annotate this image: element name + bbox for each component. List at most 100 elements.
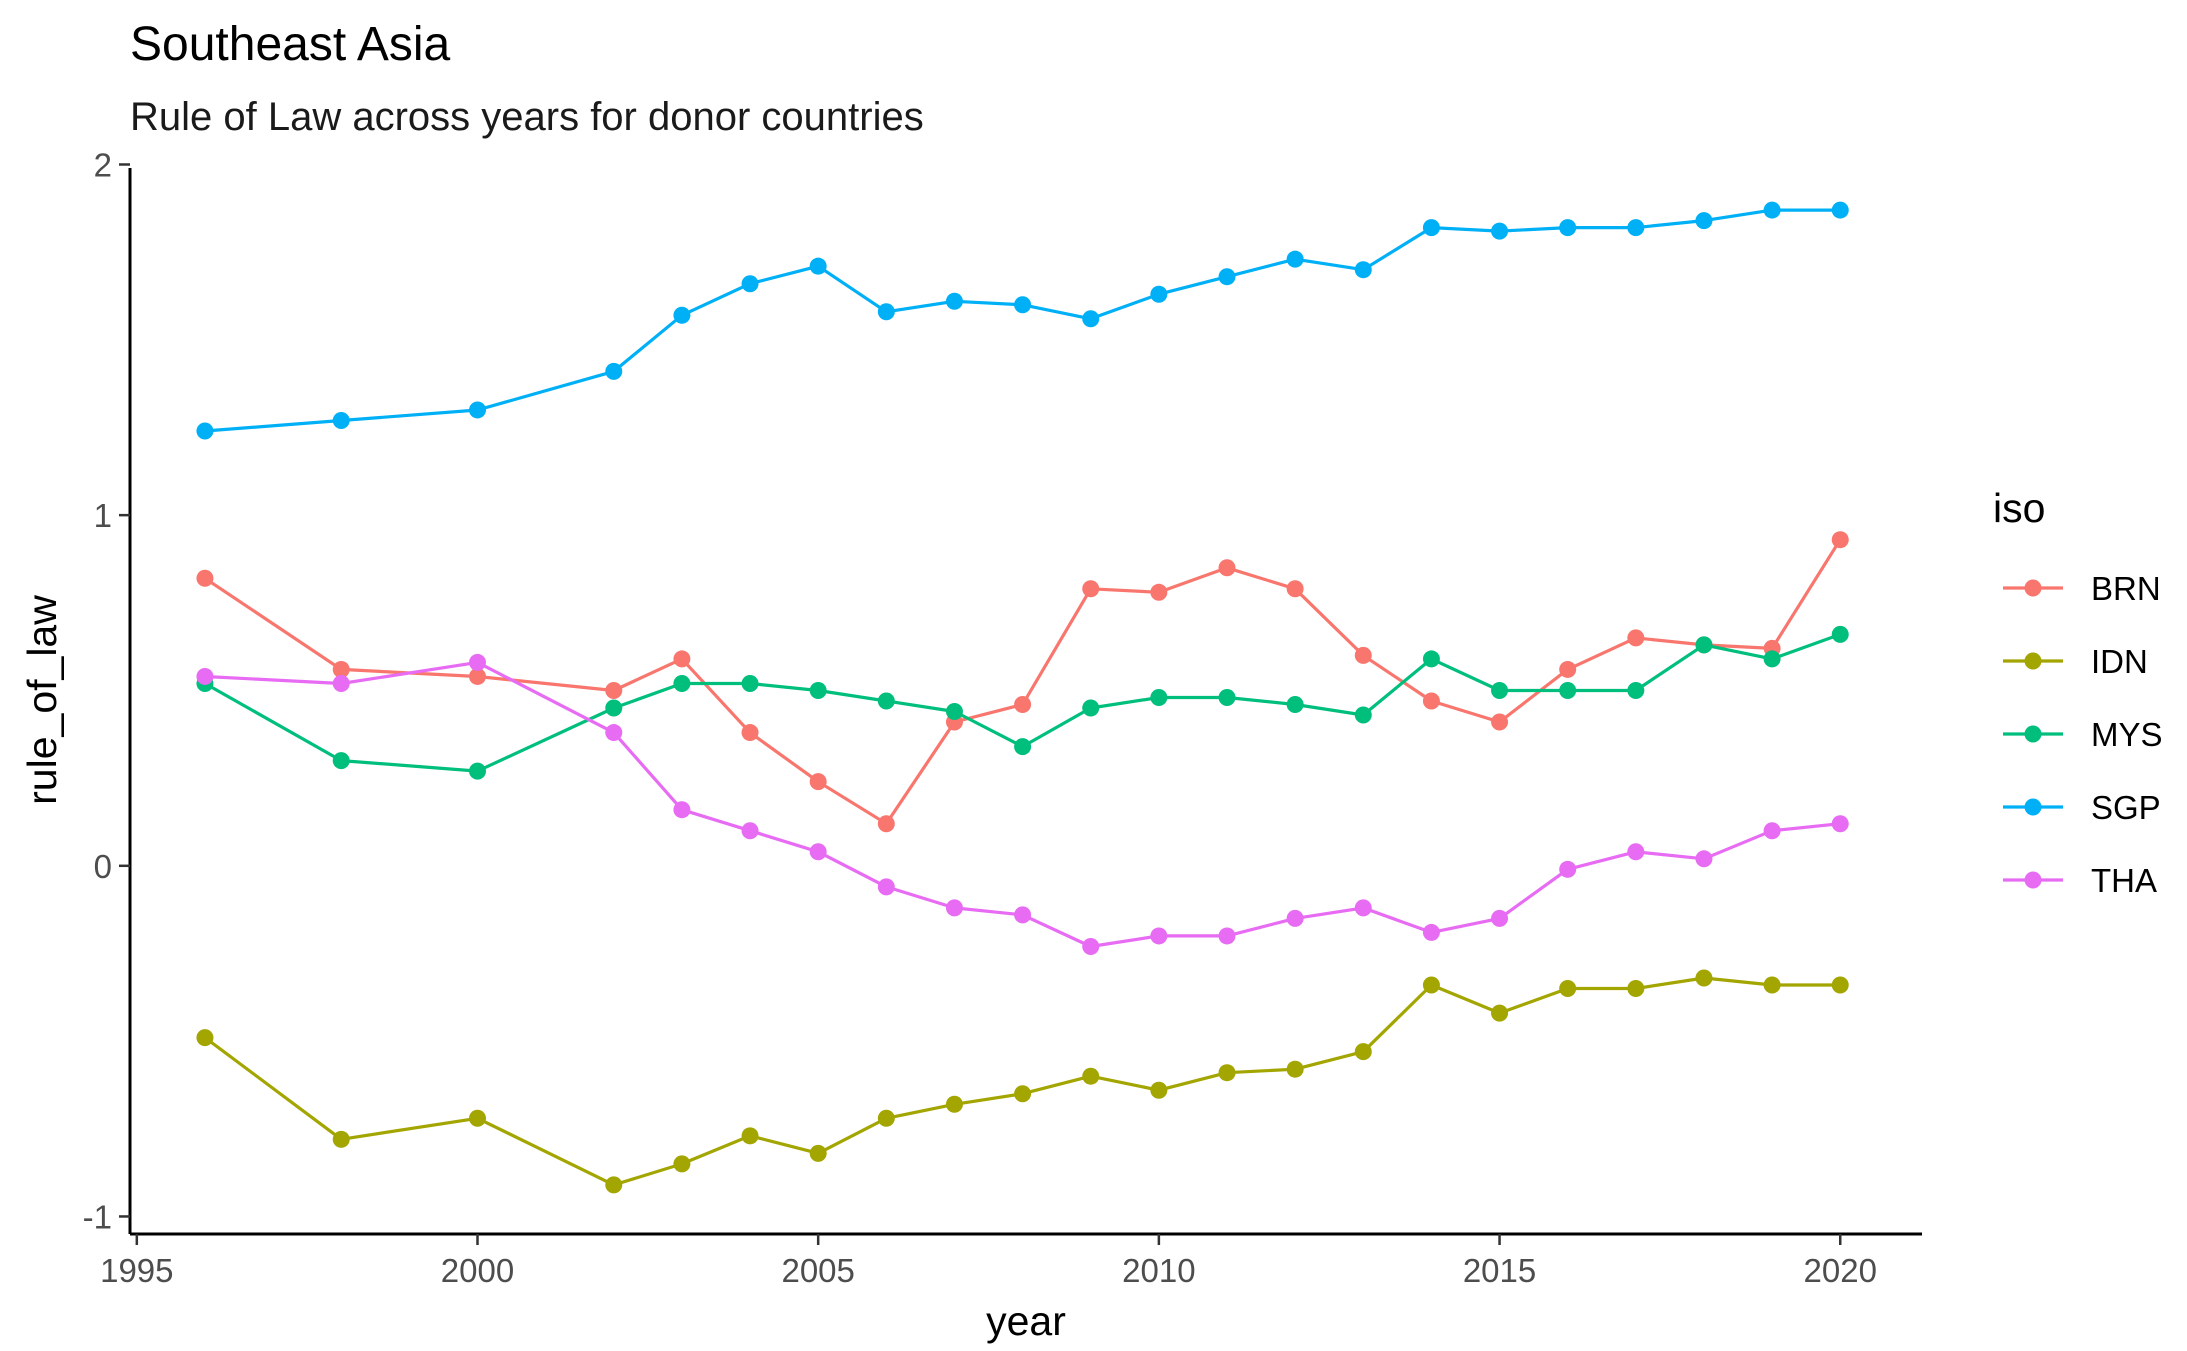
data-point-tha bbox=[809, 843, 827, 861]
x-tick-label: 2000 bbox=[441, 1252, 514, 1289]
data-point-brn bbox=[1422, 692, 1440, 710]
data-point-sgp bbox=[945, 292, 963, 310]
legend-key-point bbox=[2024, 725, 2042, 743]
data-point-brn bbox=[332, 660, 350, 678]
data-point-brn bbox=[1831, 531, 1849, 549]
data-point-sgp bbox=[673, 306, 691, 324]
data-point-mys bbox=[1763, 650, 1781, 668]
legend-item-sgp: SGP bbox=[2003, 789, 2161, 826]
data-point-sgp bbox=[332, 411, 350, 429]
data-point-brn bbox=[1014, 696, 1032, 714]
data-point-brn bbox=[877, 815, 895, 833]
data-point-tha bbox=[196, 667, 214, 685]
x-tick-label: 2015 bbox=[1463, 1252, 1536, 1289]
data-point-brn bbox=[741, 724, 759, 742]
plot-series bbox=[196, 201, 1849, 1194]
data-point-mys bbox=[605, 699, 623, 717]
data-point-idn bbox=[1286, 1060, 1304, 1078]
data-point-brn bbox=[673, 650, 691, 668]
series-line-sgp bbox=[204, 208, 1841, 433]
legend-item-mys: MYS bbox=[2003, 716, 2163, 753]
data-point-mys bbox=[332, 752, 350, 770]
data-point-brn bbox=[1627, 629, 1645, 647]
data-point-brn bbox=[1150, 583, 1168, 601]
data-point-idn bbox=[1559, 980, 1577, 998]
data-point-idn bbox=[1014, 1085, 1032, 1103]
data-point-tha bbox=[1082, 937, 1100, 955]
series-tha bbox=[196, 653, 1849, 955]
data-point-mys bbox=[945, 703, 963, 721]
data-point-sgp bbox=[1218, 268, 1236, 286]
data-point-sgp bbox=[1695, 212, 1713, 230]
data-point-tha bbox=[1014, 906, 1032, 924]
legend-item-idn: IDN bbox=[2003, 643, 2148, 680]
data-point-tha bbox=[1354, 899, 1372, 917]
y-tick-label: 2 bbox=[94, 146, 112, 183]
data-point-mys bbox=[1627, 681, 1645, 699]
data-point-sgp bbox=[1286, 250, 1304, 268]
series-sgp bbox=[196, 201, 1849, 440]
legend-item-brn: BRN bbox=[2003, 570, 2161, 607]
data-point-mys bbox=[1559, 681, 1577, 699]
data-point-idn bbox=[809, 1144, 827, 1162]
data-point-idn bbox=[673, 1155, 691, 1173]
data-point-brn bbox=[1082, 580, 1100, 598]
legend-key-point bbox=[2024, 652, 2042, 670]
data-point-idn bbox=[1082, 1067, 1100, 1085]
data-point-sgp bbox=[468, 401, 486, 419]
data-point-tha bbox=[1491, 909, 1509, 927]
data-point-idn bbox=[1831, 976, 1849, 994]
data-point-sgp bbox=[1627, 219, 1645, 237]
x-tick-label: 1995 bbox=[100, 1252, 173, 1289]
legend-title: iso bbox=[1993, 485, 2045, 531]
chart-subtitle: Rule of Law across years for donor count… bbox=[130, 95, 924, 139]
data-point-sgp bbox=[1150, 285, 1168, 303]
data-point-sgp bbox=[1014, 296, 1032, 314]
data-point-brn bbox=[1286, 580, 1304, 598]
data-point-mys bbox=[468, 762, 486, 780]
data-point-brn bbox=[1559, 660, 1577, 678]
data-point-tha bbox=[1559, 860, 1577, 878]
series-line-brn bbox=[204, 538, 1842, 826]
data-point-sgp bbox=[809, 257, 827, 275]
data-point-tha bbox=[1695, 850, 1713, 868]
x-tick-label: 2010 bbox=[1122, 1252, 1195, 1289]
series-line-idn bbox=[204, 976, 1841, 1187]
data-point-sgp bbox=[196, 422, 214, 440]
data-point-idn bbox=[468, 1109, 486, 1127]
data-point-tha bbox=[741, 822, 759, 840]
series-brn bbox=[196, 531, 1849, 833]
y-axis-title: rule_of_law bbox=[19, 595, 65, 805]
data-point-tha bbox=[1763, 822, 1781, 840]
data-point-brn bbox=[468, 667, 486, 685]
legend-key-point bbox=[2024, 871, 2042, 889]
data-point-idn bbox=[1627, 980, 1645, 998]
data-point-tha bbox=[1286, 909, 1304, 927]
data-point-tha bbox=[332, 674, 350, 692]
legend: iso BRN IDN MYS SGP THA bbox=[1993, 485, 2163, 899]
legend-label: THA bbox=[2091, 862, 2157, 899]
data-point-sgp bbox=[1763, 201, 1781, 219]
axes: 1995 2000 2005 2010 2015 2020 -1 0 1 2 bbox=[83, 146, 1922, 1289]
data-point-sgp bbox=[1354, 261, 1372, 279]
data-point-brn bbox=[1354, 646, 1372, 664]
series-idn bbox=[196, 969, 1849, 1194]
data-point-idn bbox=[196, 1029, 214, 1047]
data-point-mys bbox=[1831, 625, 1849, 643]
data-point-mys bbox=[741, 674, 759, 692]
data-point-sgp bbox=[877, 303, 895, 321]
data-point-sgp bbox=[1082, 310, 1100, 328]
legend-label: BRN bbox=[2091, 570, 2161, 607]
data-point-idn bbox=[741, 1127, 759, 1145]
legend-label: IDN bbox=[2091, 643, 2148, 680]
data-point-idn bbox=[1763, 976, 1781, 994]
data-point-tha bbox=[1831, 815, 1849, 833]
data-point-idn bbox=[945, 1095, 963, 1113]
data-point-sgp bbox=[605, 362, 623, 380]
data-point-mys bbox=[1422, 650, 1440, 668]
data-point-sgp bbox=[1559, 219, 1577, 237]
data-point-idn bbox=[1354, 1043, 1372, 1061]
data-point-tha bbox=[1627, 843, 1645, 861]
y-tick-label: -1 bbox=[83, 1198, 112, 1235]
